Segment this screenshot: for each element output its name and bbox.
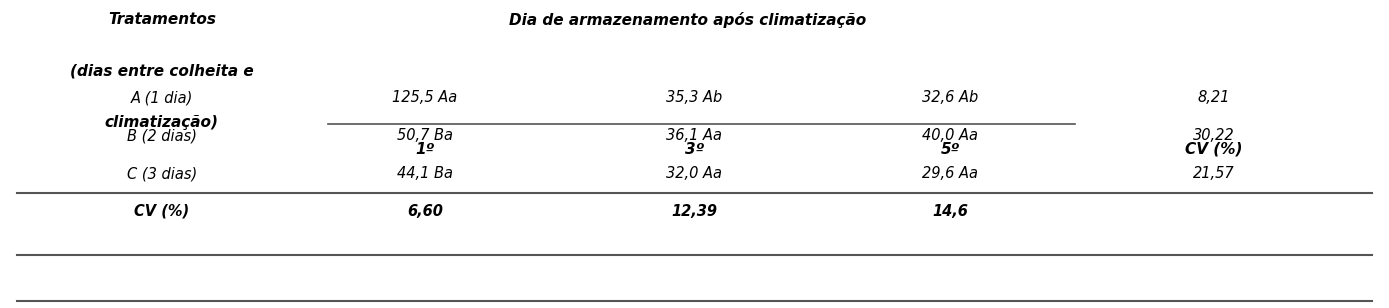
Text: 40,0 Aa: 40,0 Aa <box>922 128 978 143</box>
Text: A (1 dia): A (1 dia) <box>131 91 193 105</box>
Text: 30,22: 30,22 <box>1193 128 1233 143</box>
Text: 1º: 1º <box>415 142 435 157</box>
Text: climatização): climatização) <box>106 115 219 130</box>
Text: 29,6 Aa: 29,6 Aa <box>922 166 978 181</box>
Text: 36,1 Aa: 36,1 Aa <box>667 128 722 143</box>
Text: 12,39: 12,39 <box>671 204 718 219</box>
Text: 50,7 Ba: 50,7 Ba <box>397 128 453 143</box>
Text: CV (%): CV (%) <box>135 204 189 219</box>
Text: B (2 dias): B (2 dias) <box>126 128 197 143</box>
Text: 14,6: 14,6 <box>932 204 968 219</box>
Text: 32,0 Aa: 32,0 Aa <box>667 166 722 181</box>
Text: 125,5 Aa: 125,5 Aa <box>392 91 457 105</box>
Text: 3º: 3º <box>685 142 704 157</box>
Text: 6,60: 6,60 <box>407 204 443 219</box>
Text: Tratamentos: Tratamentos <box>108 12 215 27</box>
Text: CV (%): CV (%) <box>1185 142 1242 157</box>
Text: C (3 dias): C (3 dias) <box>126 166 197 181</box>
Text: 32,6 Ab: 32,6 Ab <box>922 91 979 105</box>
Text: 8,21: 8,21 <box>1197 91 1229 105</box>
Text: 44,1 Ba: 44,1 Ba <box>397 166 453 181</box>
Text: 21,57: 21,57 <box>1193 166 1233 181</box>
Text: Dia de armazenamento após climatização: Dia de armazenamento após climatização <box>508 12 867 28</box>
Text: 5º: 5º <box>940 142 960 157</box>
Text: (dias entre colheita e: (dias entre colheita e <box>69 63 254 78</box>
Text: 35,3 Ab: 35,3 Ab <box>667 91 722 105</box>
